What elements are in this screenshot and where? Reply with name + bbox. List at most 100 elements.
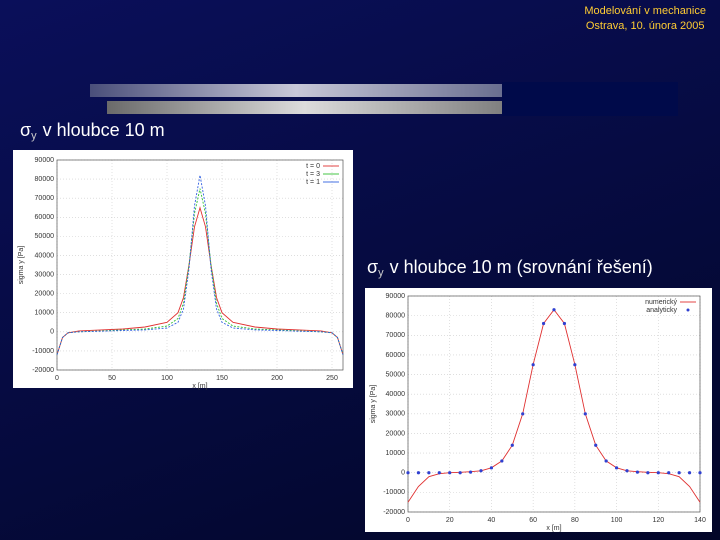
plot-frame <box>56 159 344 371</box>
data-point <box>667 471 671 475</box>
legend-swatch <box>686 308 690 312</box>
x-tick-label: 150 <box>216 375 228 382</box>
y-tick-label: 40000 <box>35 252 55 259</box>
header-line: Modelování v mechanice <box>584 5 706 17</box>
y-tick-label: 80000 <box>35 176 55 183</box>
heading: σy v hloubce 10 m <box>20 120 165 142</box>
y-tick-label: -10000 <box>32 348 54 355</box>
x-tick-label: 0 <box>55 375 59 382</box>
data-point <box>437 471 441 475</box>
x-axis-label: x [m] <box>546 525 561 532</box>
heading-text: v hloubce 10 m <box>42 120 165 140</box>
x-tick-label: 50 <box>108 375 116 382</box>
data-point <box>604 459 608 463</box>
data-point <box>562 321 567 326</box>
subscript: y <box>31 130 37 142</box>
data-point <box>448 471 452 475</box>
data-point <box>698 471 702 475</box>
heading: σy v hloubce 10 m (srovnání řešení) <box>367 257 653 279</box>
data-point <box>468 470 473 474</box>
x-tick-label: 100 <box>611 517 623 524</box>
data-point <box>406 471 410 475</box>
x-tick-label: 40 <box>488 517 496 524</box>
subscript: y <box>378 267 384 279</box>
legend-label: t = 0 <box>306 163 320 170</box>
data-point <box>458 471 462 475</box>
decor-bar <box>90 84 502 97</box>
symbol: σ <box>20 120 32 140</box>
y-tick-label: 0 <box>401 470 405 477</box>
x-tick-label: 200 <box>271 375 283 382</box>
y-tick-label: 30000 <box>35 271 55 278</box>
y-tick-label: 10000 <box>35 310 55 317</box>
y-tick-label: 60000 <box>386 352 406 359</box>
x-tick-label: 100 <box>161 375 173 382</box>
y-tick-label: 50000 <box>35 233 55 240</box>
data-line <box>56 188 344 355</box>
chart: -20000 -10000 0 10000 20000 30000 40000 50000 60… <box>365 288 712 532</box>
symbol: σ <box>367 257 379 277</box>
legend-label: t = 1 <box>306 179 320 186</box>
chart-background <box>13 150 353 388</box>
data-point <box>521 412 525 416</box>
data-point <box>687 471 692 475</box>
data-point <box>594 443 598 447</box>
legend-label: numerický <box>645 299 677 306</box>
data-point <box>427 471 431 475</box>
y-tick-label: -20000 <box>32 367 54 374</box>
chart-background <box>365 288 712 532</box>
heading-text: v hloubce 10 m (srovnání řešení) <box>389 257 653 277</box>
legend-label: analyticky <box>646 307 677 314</box>
header-line: Ostrava, 10. února 2005 <box>585 20 705 32</box>
data-point <box>573 363 577 367</box>
y-tick-label: -10000 <box>383 489 405 496</box>
y-tick-label: 10000 <box>386 450 406 457</box>
legend-label: t = 3 <box>306 171 320 178</box>
x-tick-label: 140 <box>694 517 706 524</box>
data-point <box>489 466 494 470</box>
data-point <box>677 471 681 475</box>
data-point <box>552 308 556 312</box>
data-line <box>56 206 344 355</box>
data-point <box>479 469 483 473</box>
y-axis-label: sigma y [Pa] <box>370 385 377 424</box>
y-tick-label: 0 <box>50 329 54 336</box>
data-point <box>583 412 587 416</box>
y-tick-label: 40000 <box>386 391 406 398</box>
data-point <box>635 470 640 474</box>
y-tick-label: 90000 <box>35 157 55 164</box>
decor-bar <box>107 101 502 114</box>
data-point <box>500 459 504 463</box>
decor-box <box>502 82 678 116</box>
data-point <box>614 466 619 470</box>
plot-frame <box>407 295 701 513</box>
x-tick-label: 80 <box>571 517 579 524</box>
y-tick-label: 30000 <box>386 411 406 418</box>
y-axis-label: sigma y [Pa] <box>18 246 25 285</box>
data-point <box>625 469 629 473</box>
data-point <box>541 321 546 326</box>
chart: -20000 -10000 0 10000 20000 30000 40000 50000 60… <box>13 150 353 390</box>
y-tick-label: 20000 <box>386 430 406 437</box>
data-point <box>656 471 660 475</box>
y-tick-label: 70000 <box>386 332 406 339</box>
x-axis-label: x [m] <box>192 383 207 390</box>
data-point <box>416 471 421 475</box>
y-tick-label: 20000 <box>35 290 55 297</box>
y-tick-label: -20000 <box>383 509 405 516</box>
y-tick-label: 60000 <box>35 214 55 221</box>
data-point <box>646 471 650 475</box>
y-tick-label: 80000 <box>386 312 406 319</box>
header: Modelování v mechanice Ostrava, 10. únor… <box>584 4 706 34</box>
y-tick-label: 70000 <box>35 195 55 202</box>
x-tick-label: 250 <box>326 375 338 382</box>
data-point <box>531 363 535 367</box>
x-tick-label: 0 <box>406 517 410 524</box>
data-point <box>510 443 514 447</box>
y-tick-label: 50000 <box>386 371 406 378</box>
x-tick-label: 60 <box>529 517 537 524</box>
x-tick-label: 20 <box>446 517 454 524</box>
x-tick-label: 120 <box>652 517 664 524</box>
